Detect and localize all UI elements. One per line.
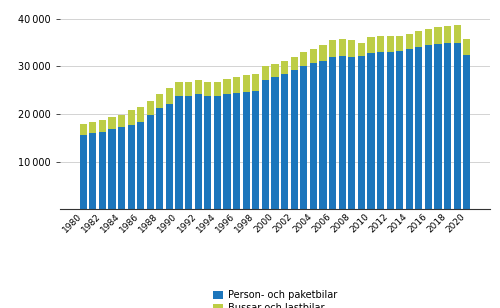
Bar: [252, 91, 260, 209]
Bar: [176, 82, 182, 96]
Bar: [176, 96, 182, 209]
Bar: [320, 46, 326, 61]
Bar: [300, 66, 308, 209]
Bar: [233, 77, 240, 93]
Bar: [386, 52, 394, 209]
Bar: [224, 79, 230, 94]
Bar: [300, 52, 308, 66]
Bar: [242, 92, 250, 209]
Bar: [252, 74, 260, 91]
Bar: [214, 82, 221, 96]
Bar: [338, 39, 345, 56]
Bar: [348, 57, 356, 209]
Bar: [348, 40, 356, 57]
Bar: [118, 115, 125, 128]
Bar: [368, 37, 374, 53]
Bar: [416, 31, 422, 47]
Bar: [98, 120, 106, 132]
Bar: [454, 43, 461, 209]
Bar: [224, 94, 230, 209]
Bar: [128, 110, 134, 125]
Bar: [156, 94, 164, 108]
Bar: [434, 43, 442, 209]
Bar: [137, 122, 144, 209]
Bar: [108, 129, 116, 209]
Bar: [464, 39, 470, 55]
Bar: [185, 95, 192, 209]
Bar: [454, 25, 461, 43]
Bar: [146, 115, 154, 209]
Bar: [166, 103, 173, 209]
Bar: [166, 88, 173, 103]
Bar: [290, 70, 298, 209]
Legend: Person- och paketbilar, Bussar och lastbilar: Person- och paketbilar, Bussar och lastb…: [213, 290, 337, 308]
Bar: [329, 57, 336, 209]
Bar: [272, 64, 278, 77]
Bar: [425, 46, 432, 209]
Bar: [358, 43, 365, 56]
Bar: [98, 132, 106, 209]
Bar: [406, 49, 413, 209]
Bar: [338, 56, 345, 209]
Bar: [262, 80, 269, 209]
Bar: [425, 29, 432, 46]
Bar: [368, 53, 374, 209]
Bar: [290, 57, 298, 70]
Bar: [80, 124, 86, 135]
Bar: [281, 61, 288, 74]
Bar: [80, 135, 86, 209]
Bar: [281, 74, 288, 209]
Bar: [118, 128, 125, 209]
Bar: [214, 96, 221, 209]
Bar: [396, 36, 404, 51]
Bar: [396, 51, 404, 209]
Bar: [262, 67, 269, 80]
Bar: [194, 80, 202, 94]
Bar: [89, 133, 96, 209]
Bar: [444, 43, 452, 209]
Bar: [137, 107, 144, 122]
Bar: [233, 93, 240, 209]
Bar: [386, 36, 394, 52]
Bar: [434, 27, 442, 43]
Bar: [156, 108, 164, 209]
Bar: [128, 125, 134, 209]
Bar: [204, 82, 212, 96]
Bar: [194, 94, 202, 209]
Bar: [329, 40, 336, 57]
Bar: [464, 55, 470, 209]
Bar: [406, 34, 413, 49]
Bar: [185, 82, 192, 95]
Bar: [320, 61, 326, 209]
Bar: [377, 36, 384, 52]
Bar: [146, 101, 154, 115]
Bar: [272, 77, 278, 209]
Bar: [416, 47, 422, 209]
Bar: [108, 117, 116, 129]
Bar: [310, 63, 317, 209]
Bar: [204, 96, 212, 209]
Bar: [377, 52, 384, 209]
Bar: [89, 122, 96, 133]
Bar: [444, 26, 452, 43]
Bar: [358, 56, 365, 209]
Bar: [242, 75, 250, 92]
Bar: [310, 49, 317, 63]
